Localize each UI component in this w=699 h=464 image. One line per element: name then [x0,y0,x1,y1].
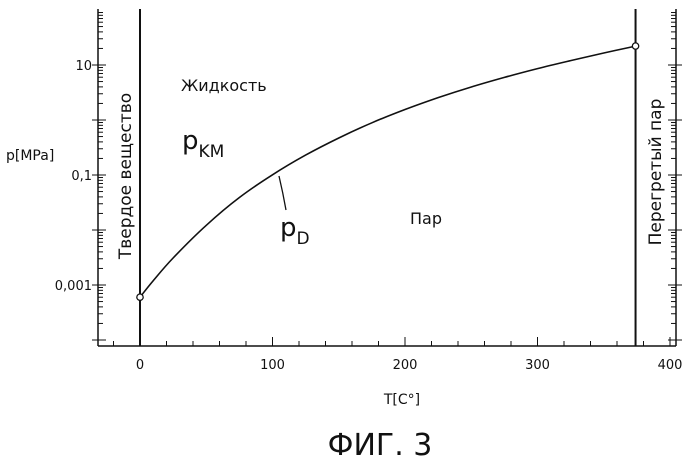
x-tick-label: 400 [658,358,683,373]
y-tick-label: 0,1 [71,169,92,184]
x-tick-label: 0 [136,358,144,373]
triple-point-marker [136,293,144,302]
y-tick-label: 10 [75,59,92,74]
region-label-liquid: Жидкость [181,76,267,95]
x-tick-label: 200 [393,358,418,373]
x-tick-label: 300 [525,358,550,373]
region-label-solid: Твердое вещество [116,93,136,260]
x-axis-title: T[C°] [383,392,420,408]
region-label-vapor: Пар [410,209,442,228]
pd-leader-line [278,175,287,211]
minor-tick-marks [98,12,676,324]
symbol-pd-sub: D [297,229,310,249]
critical-point-marker [631,42,640,50]
x-tick-labels: 0 100 200 300 400 [136,358,683,373]
y-axis-title: p[MPa] [6,148,54,164]
symbol-pd: pD [280,213,310,249]
x-tick-label: 100 [260,358,285,373]
region-label-superheated: Перегретый пар [646,99,666,246]
y-tick-label: 0,001 [55,279,92,294]
symbol-pkm-sub: KM [199,142,225,162]
symbol-pd-main: p [280,213,297,243]
symbol-pkm: pKM [182,126,224,162]
series-pd-curve [139,45,636,298]
figure-caption: ФИГ. 3 [328,428,433,463]
y-tick-labels: 0,001 0,1 10 [55,59,92,294]
major-tick-marks [92,64,682,346]
symbol-pkm-main: p [182,126,199,156]
point-markers [136,42,640,302]
